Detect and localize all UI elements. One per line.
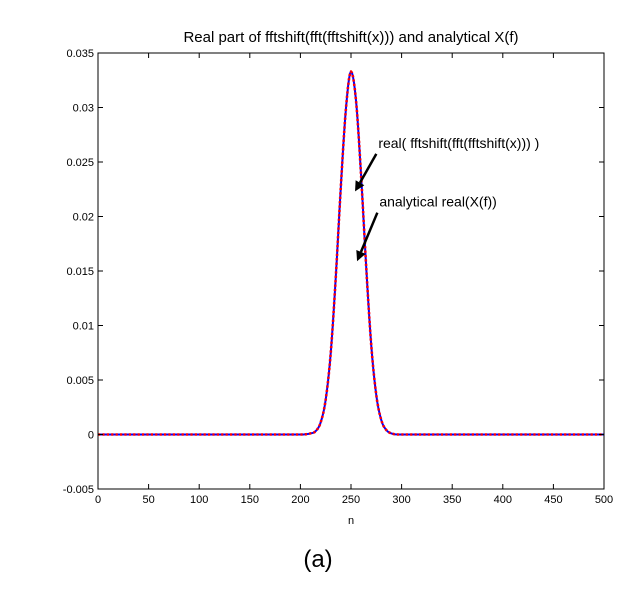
y-tick-label: 0.03 <box>73 103 94 115</box>
y-tick-label: 0.01 <box>73 321 94 333</box>
x-axis-label: n <box>348 515 354 527</box>
x-tick-label: 300 <box>392 494 410 506</box>
annotation-label-1: real( fftshift(fft(fftshift(x))) ) <box>378 135 539 151</box>
x-tick-label: 400 <box>494 494 512 506</box>
y-tick-label: 0.025 <box>66 157 94 169</box>
annotations-group: real( fftshift(fft(fftshift(x))) ) analyt… <box>355 135 539 262</box>
series-group <box>97 70 605 436</box>
x-tick-label: 200 <box>291 494 309 506</box>
y-tick-label: 0.02 <box>73 212 94 224</box>
x-tick-label: 500 <box>595 494 613 506</box>
x-tick-label: 250 <box>342 494 360 506</box>
figure-caption: (a) <box>303 546 333 573</box>
line-chart: 0 50 100 150 200 250 300 350 400 450 500-0.00500.0… <box>63 29 613 527</box>
annotation-arrowhead-1 <box>355 180 365 192</box>
chart-title: Real part of fftshift(fft(fftshift(x))) … <box>183 29 518 46</box>
x-tick-label: 350 <box>443 494 461 506</box>
x-tick-label: 450 <box>544 494 562 506</box>
y-tick-label: 0.015 <box>66 266 94 278</box>
annotation-arrow-1 <box>358 153 378 184</box>
y-tick-label: 0 <box>88 430 94 442</box>
y-tick-label: 0.005 <box>66 375 94 387</box>
annotation-arrow-2 <box>359 212 379 253</box>
annotation-label-2: analytical real(X(f)) <box>379 194 496 210</box>
series-line-2 <box>97 70 605 436</box>
annotation-arrowhead-2 <box>356 250 366 262</box>
x-tick-label: 150 <box>241 494 259 506</box>
y-tick-label: -0.005 <box>63 484 94 496</box>
y-tick-label: 0.035 <box>66 48 94 60</box>
x-tick-label: 50 <box>142 494 154 506</box>
x-tick-label: 100 <box>190 494 208 506</box>
ticks-group: 0 50 100 150 200 250 300 350 400 450 500-0.00500.0… <box>63 48 613 506</box>
plot-area <box>98 53 604 489</box>
x-tick-label: 0 <box>95 494 101 506</box>
